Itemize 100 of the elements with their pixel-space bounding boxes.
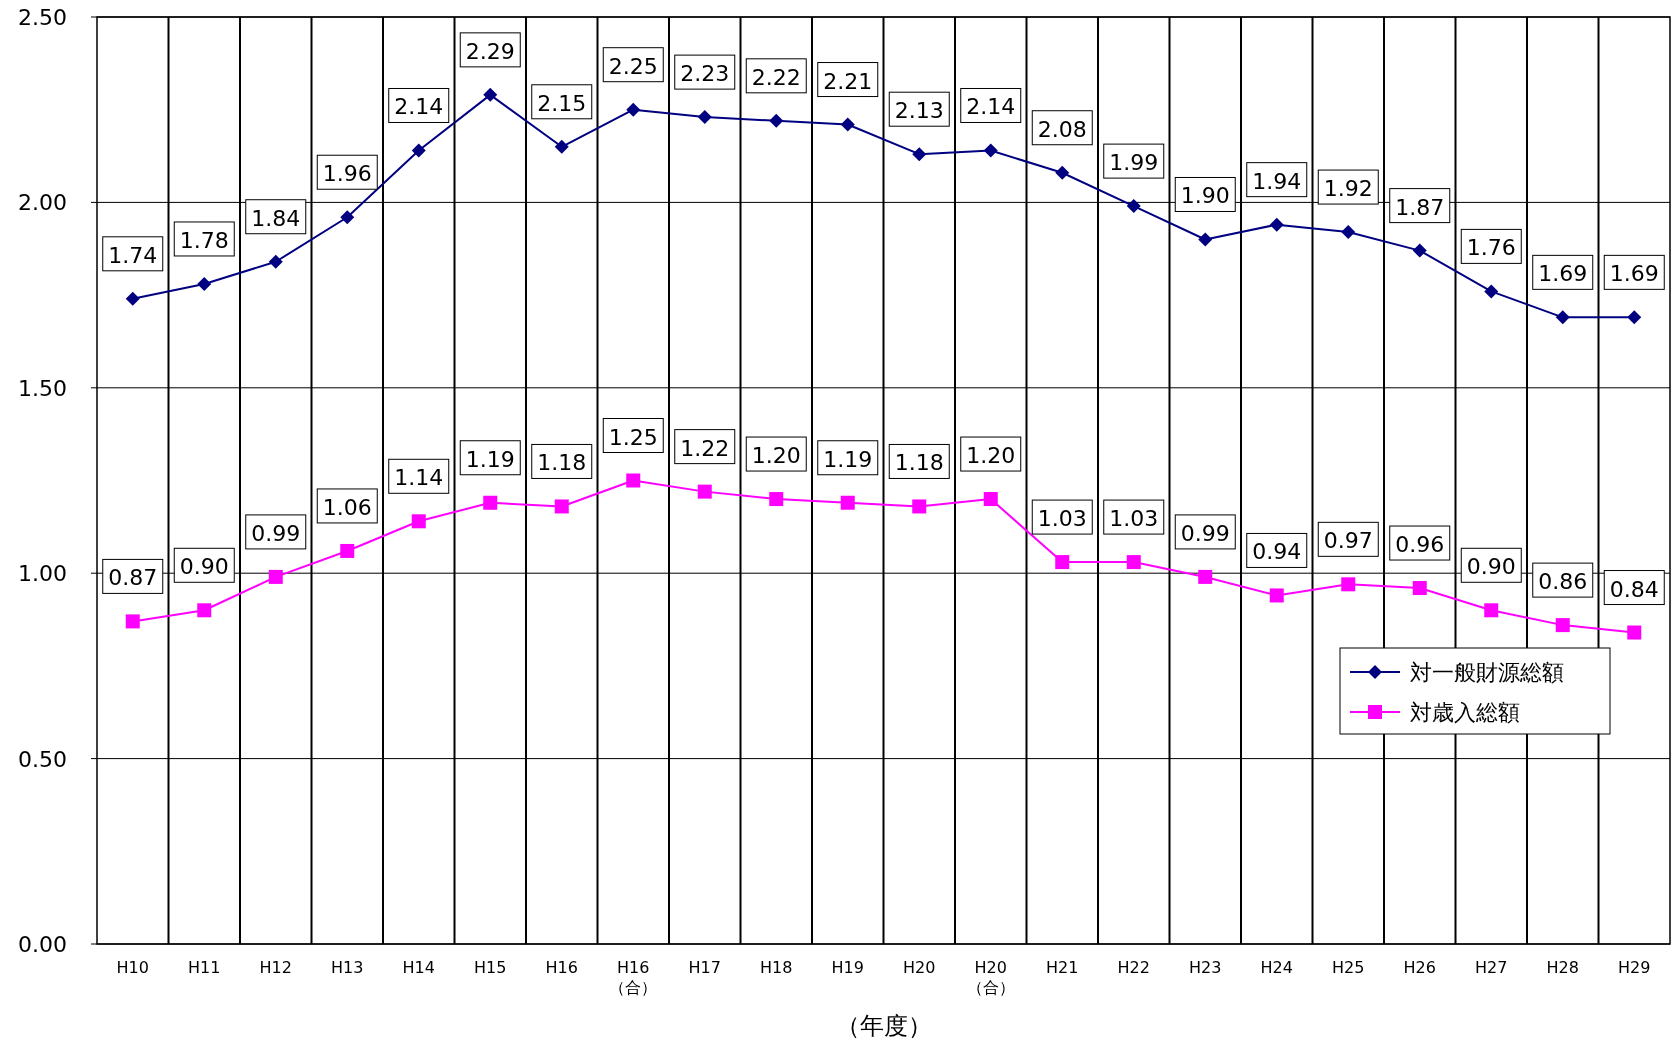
y-tick-label: 1.50 (18, 375, 67, 401)
data-label: 2.21 (823, 68, 873, 94)
x-tick-label: H16 (545, 958, 578, 977)
data-label: 0.96 (1395, 532, 1445, 558)
data-label: 2.29 (465, 38, 515, 64)
x-tick-label: H11 (188, 958, 221, 977)
data-label: 1.18 (537, 450, 587, 476)
y-tick-label: 0.00 (18, 932, 67, 957)
point (411, 143, 426, 158)
y-tick-label: 1.00 (18, 561, 67, 587)
data-label: 1.03 (1037, 506, 1087, 532)
point (769, 492, 784, 507)
data-label: 1.03 (1109, 506, 1159, 532)
x-tick-label: H28 (1546, 958, 1579, 977)
data-label: 1.99 (1109, 150, 1159, 176)
legend-label: 対一般財源総額 (1410, 660, 1564, 685)
point (340, 210, 355, 225)
data-label: 1.78 (179, 227, 229, 253)
data-label: 0.90 (1466, 554, 1516, 580)
point (483, 87, 498, 102)
point (1269, 217, 1284, 232)
data-label: 2.14 (966, 94, 1016, 120)
data-label: 1.69 (1609, 261, 1659, 287)
data-label: 2.25 (608, 53, 658, 79)
data-label: 0.94 (1252, 539, 1302, 565)
x-tick-label: H20 （合） (966, 958, 1015, 997)
x-axis-title: （年度） (835, 1012, 932, 1040)
y-tick-label: 2.00 (18, 190, 67, 216)
point (340, 543, 355, 558)
point (554, 139, 569, 154)
data-label: 2.22 (751, 64, 801, 90)
y-tick-label: 2.50 (18, 5, 67, 30)
point (1341, 577, 1356, 592)
point (769, 113, 784, 128)
x-tick-label: H27 (1475, 958, 1508, 977)
point (697, 110, 712, 125)
data-label: 2.23 (680, 61, 730, 87)
x-tick-label: H20 (903, 958, 936, 977)
point (983, 492, 998, 507)
data-label: 1.25 (608, 424, 658, 450)
point (840, 495, 855, 510)
point (1555, 618, 1570, 633)
x-tick-label: H25 (1332, 958, 1365, 977)
data-label: 1.76 (1466, 235, 1516, 261)
point (912, 147, 927, 162)
x-tick-label: H14 (402, 958, 435, 977)
x-tick-label: H23 (1189, 958, 1222, 977)
data-label: 1.94 (1252, 168, 1302, 194)
data-label: 2.08 (1037, 116, 1087, 142)
data-label: 1.18 (894, 450, 944, 476)
point (626, 473, 641, 488)
point (1198, 569, 1213, 584)
point (1269, 588, 1284, 603)
point (912, 499, 927, 514)
point (1412, 581, 1427, 596)
point (197, 603, 212, 618)
point (1484, 284, 1499, 299)
point (1484, 603, 1499, 618)
point (1627, 625, 1642, 640)
x-tick-label: H18 (760, 958, 793, 977)
x-tick-label: H15 (474, 958, 507, 977)
point (1055, 165, 1070, 180)
point (983, 143, 998, 158)
point (1126, 555, 1141, 570)
data-label: 0.99 (251, 520, 301, 546)
x-tick-label: H10 (116, 958, 149, 977)
x-tick-label: H19 (831, 958, 864, 977)
legend-label: 対歳入総額 (1410, 700, 1520, 725)
data-label: 1.22 (680, 435, 730, 461)
data-label: 1.19 (823, 446, 873, 472)
point (483, 495, 498, 510)
x-tick-label: H17 (688, 958, 721, 977)
point (268, 569, 283, 584)
data-label: 0.86 (1538, 569, 1588, 595)
data-label: 1.06 (322, 494, 372, 520)
point (1341, 225, 1356, 240)
x-tick-label: H13 (331, 958, 364, 977)
data-label: 1.69 (1538, 261, 1588, 287)
x-tick-label: H21 (1046, 958, 1079, 977)
x-tick-label: H16 （合） (609, 958, 658, 997)
data-label: 1.90 (1180, 183, 1230, 209)
data-label: 1.84 (251, 205, 301, 231)
data-label: 2.13 (894, 98, 944, 124)
point (1627, 310, 1642, 325)
point (125, 614, 140, 629)
data-label: 1.20 (966, 443, 1016, 469)
data-label: 1.96 (322, 161, 372, 187)
point (1555, 310, 1570, 325)
x-tick-label: H12 (259, 958, 292, 977)
x-tick-label: H22 (1117, 958, 1150, 977)
data-label: 1.92 (1323, 176, 1373, 202)
point (626, 102, 641, 117)
point (125, 291, 140, 306)
point (1055, 555, 1070, 570)
data-label: 1.20 (751, 443, 801, 469)
point (554, 499, 569, 514)
point (197, 276, 212, 291)
data-label: 0.99 (1180, 520, 1230, 546)
x-tick-label: H26 (1403, 958, 1436, 977)
x-tick-label: H29 (1618, 958, 1651, 977)
